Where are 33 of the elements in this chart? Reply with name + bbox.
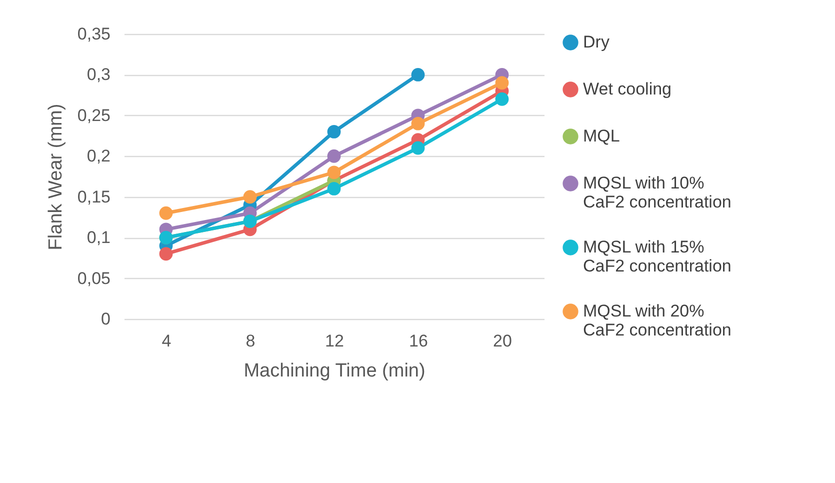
point [159, 206, 173, 220]
legend-label: MQSL with 20% CaF2 concentration [583, 302, 732, 340]
x-tick-label: 20 [493, 332, 512, 350]
y-tick-label: 0,1 [86, 228, 110, 248]
point [495, 92, 509, 106]
x-tick-label: 12 [325, 332, 344, 350]
legend-label: MQSL with 15% CaF2 concentration [583, 238, 732, 276]
y-tick-label: 0,35 [77, 24, 110, 44]
point [327, 166, 341, 180]
y-axis-title: Flank Wear (mm) [45, 104, 66, 250]
point [243, 190, 257, 204]
x-tick-label: 16 [409, 332, 428, 350]
point [411, 141, 425, 155]
x-tick-label: 8 [246, 332, 256, 350]
y-tick-label: 0 [101, 310, 110, 328]
point [411, 116, 425, 130]
legend-label: MQL [583, 126, 620, 146]
x-axis-title: Machining Time (min) [244, 360, 426, 382]
legend-label: Wet cooling [583, 80, 672, 98]
y-tick-label: 0,05 [77, 268, 110, 288]
y-tick-label: 0,2 [86, 146, 110, 166]
point [327, 125, 341, 138]
point [327, 182, 341, 196]
y-tick-label: 0,15 [77, 187, 110, 206]
legend-label: MQSL with 10% CaF2 concentration [583, 174, 732, 212]
legend-label: Dry [583, 32, 610, 52]
y-tick-label: 0,3 [86, 65, 110, 84]
point [411, 68, 425, 82]
x-tick-label: 4 [162, 332, 172, 350]
y-tick-label: 0,25 [77, 106, 110, 125]
point [327, 149, 341, 163]
point [495, 76, 509, 90]
point [159, 247, 173, 261]
